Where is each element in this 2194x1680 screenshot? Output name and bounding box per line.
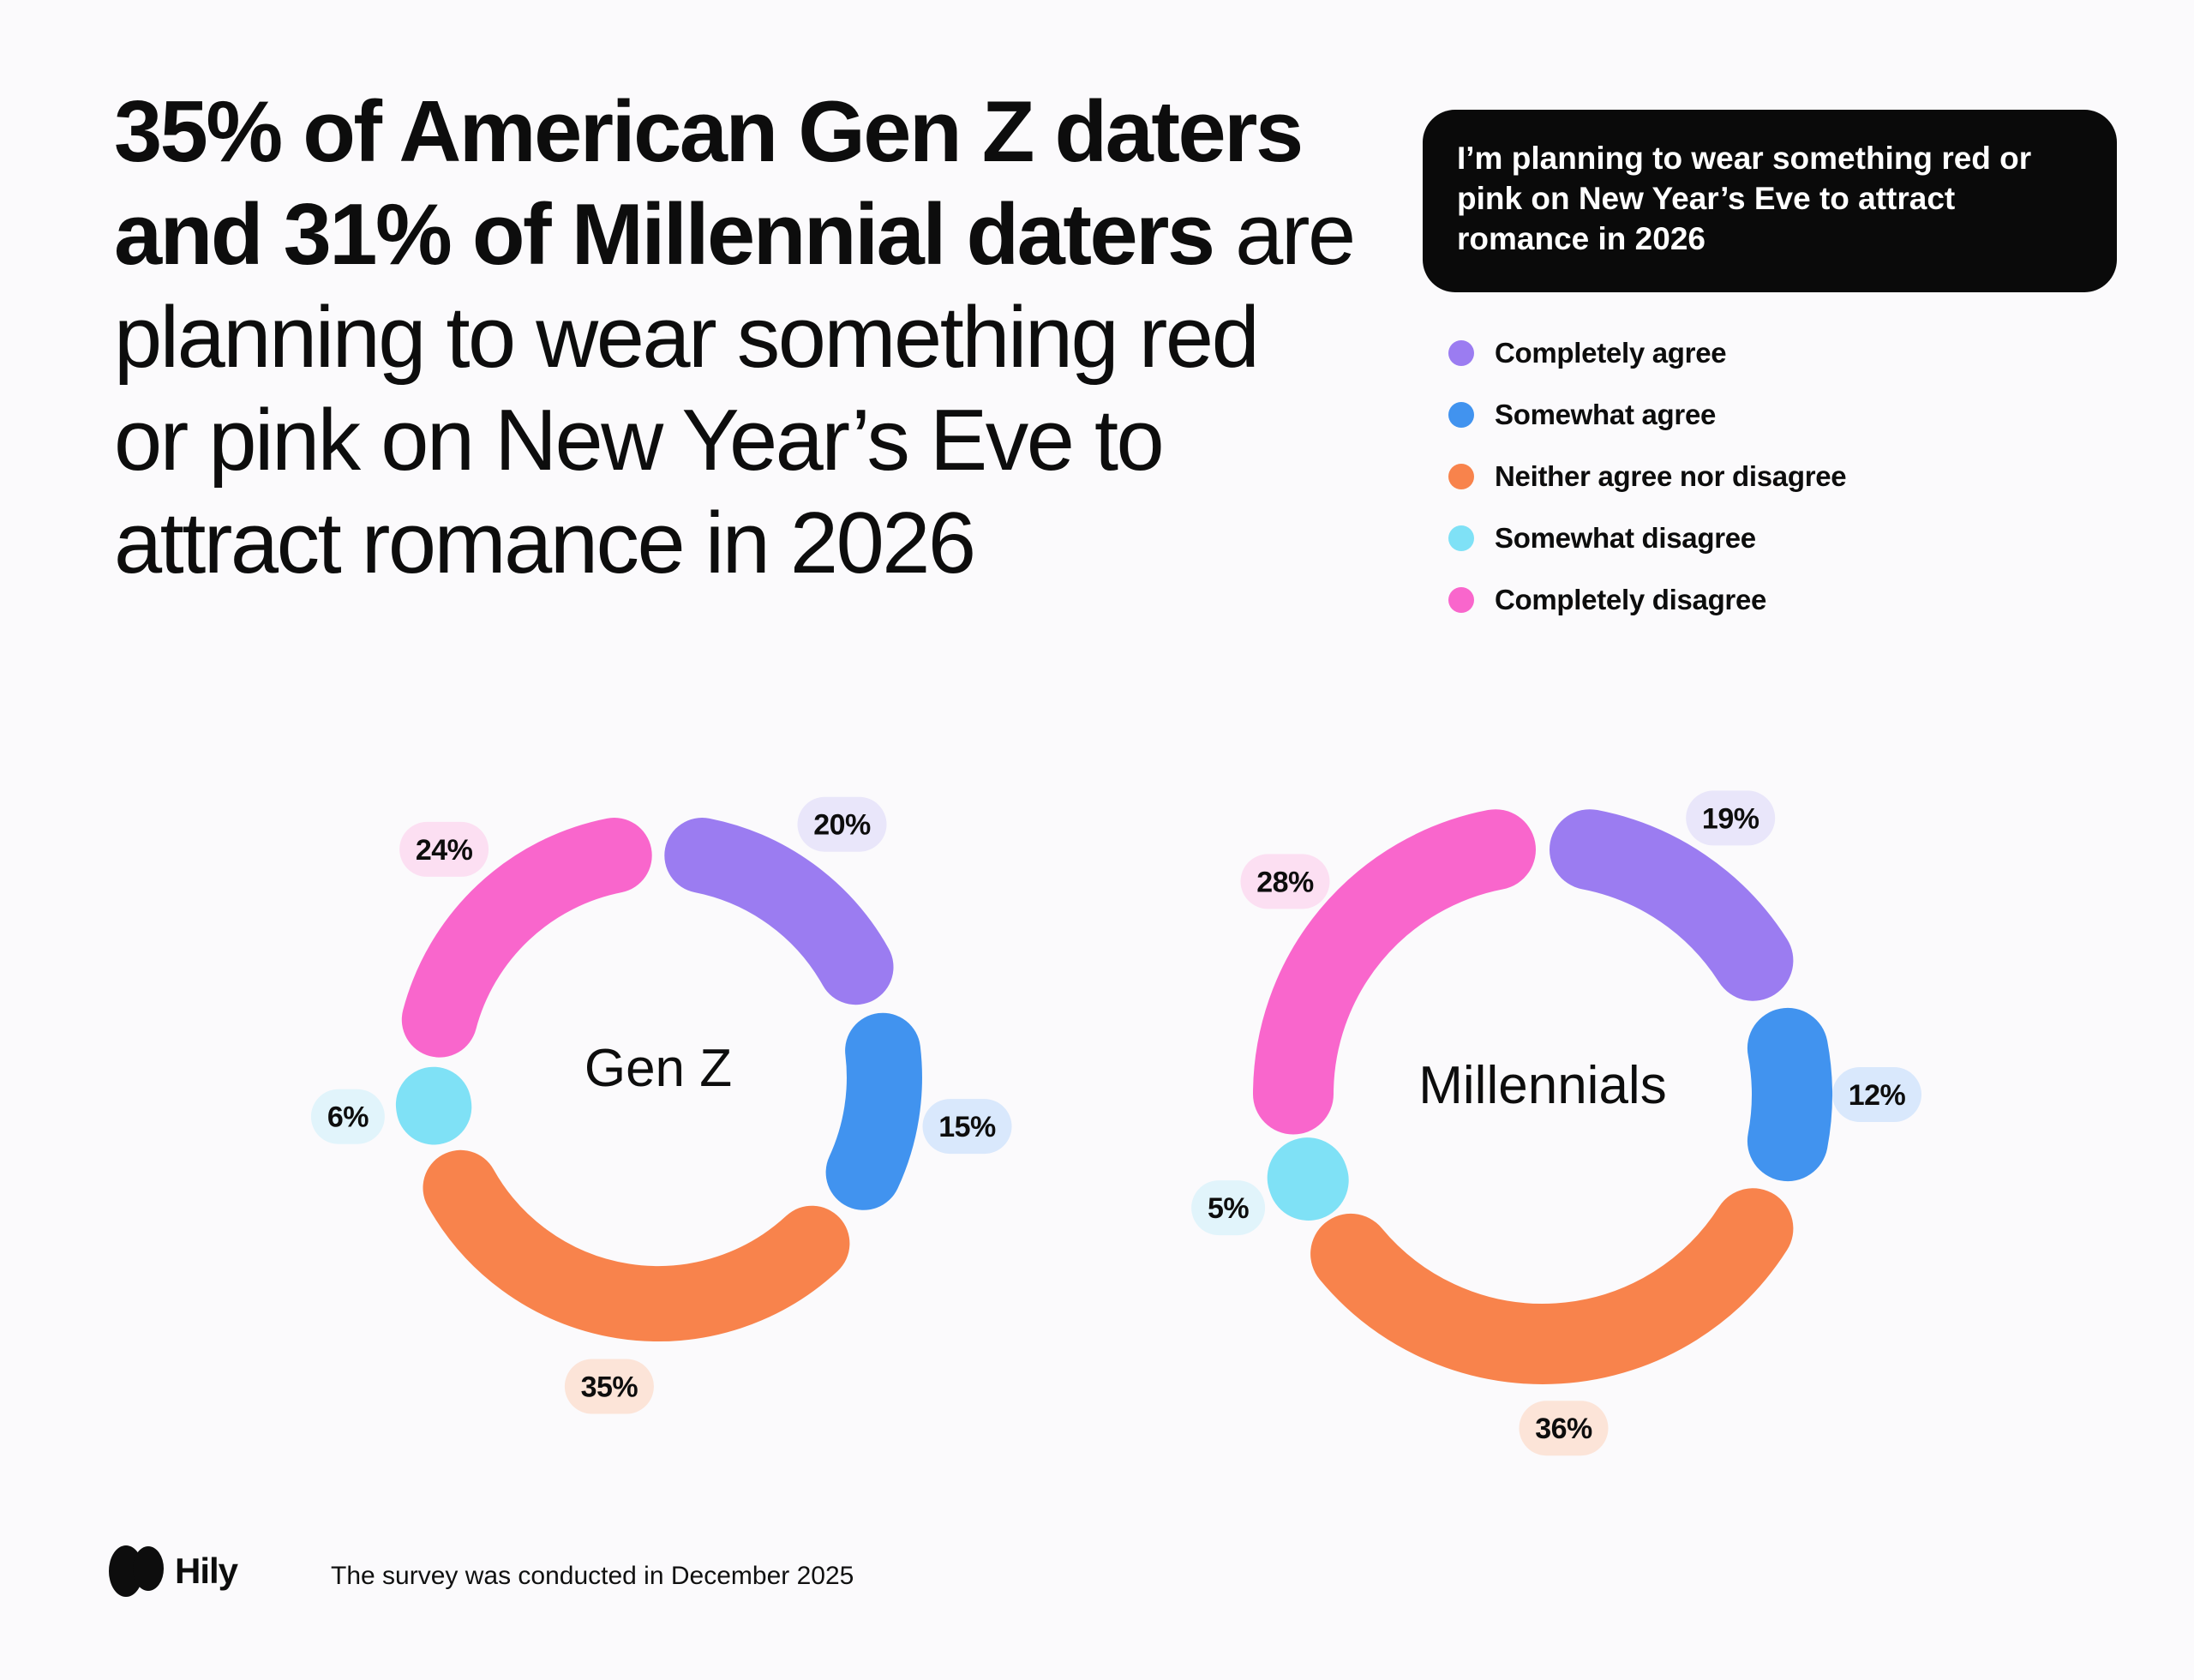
- donut-segment-gen-z-1: [825, 1012, 922, 1210]
- hily-logo-icon: [109, 1545, 164, 1597]
- headline-regular-text: are: [1213, 187, 1356, 283]
- donut-badge-value-millennials-4: 28%: [1256, 866, 1314, 898]
- donut-segment-millennials-4: [1253, 809, 1536, 1135]
- donut-chart-gen-z-svg: 20% 15% 35% 6% 24% Gen Z: [310, 796, 1012, 1414]
- donut-segment-millennials-0: [1550, 809, 1794, 1001]
- donut-badge-gen-z-1: 15%: [922, 1099, 1012, 1155]
- legend-dot-completely-disagree-icon: [1448, 587, 1474, 613]
- donut-badge-pill-gen-z-4: [399, 821, 489, 877]
- donut-badge-pill-gen-z-0: [797, 796, 887, 852]
- donut-badge-value-millennials-3: 5%: [1208, 1192, 1249, 1225]
- donut-badge-value-gen-z-2: 35%: [581, 1371, 638, 1404]
- legend-label: Completely disagree: [1495, 584, 1767, 615]
- donut-badge-gen-z-4: 24%: [399, 821, 489, 877]
- donut-badge-millennials-4: 28%: [1240, 854, 1330, 909]
- donut-badge-value-millennials-2: 36%: [1535, 1413, 1592, 1445]
- legend-label: Somewhat agree: [1495, 399, 1717, 430]
- donut-chart-gen-z: 20% 15% 35% 6% 24% Gen Z: [298, 717, 1018, 1437]
- donut-badge-pill-gen-z-3: [310, 1089, 385, 1144]
- donut-badge-millennials-2: 36%: [1519, 1401, 1609, 1456]
- legend-label: Neither agree nor disagree: [1495, 460, 1847, 492]
- donut-badge-value-gen-z-4: 24%: [416, 834, 473, 867]
- donut-segment-gen-z-0: [664, 818, 894, 1005]
- donut-badge-pill-millennials-3: [1191, 1180, 1266, 1236]
- donut-segment-millennials-1: [1747, 1007, 1832, 1182]
- donut-badge-millennials-3: 5%: [1191, 1180, 1266, 1236]
- legend-item-somewhat-disagree: Somewhat disagree: [1448, 519, 1846, 557]
- donut-badge-gen-z-0: 20%: [797, 796, 887, 852]
- question-box: I’m planning to wear something red or pi…: [1423, 110, 2117, 292]
- donut-badge-millennials-1: 12%: [1832, 1067, 1921, 1122]
- legend-dot-completely-agree-icon: [1448, 340, 1474, 366]
- headline-regular-text: planning to wear something red: [114, 290, 1260, 386]
- legend-item-completely-agree: Completely agree: [1448, 334, 1846, 372]
- question-box-text: pink on New Year’s Eve to attract: [1457, 181, 1956, 216]
- question-box-text: I’m planning to wear something red or: [1457, 141, 2032, 176]
- donut-badge-value-gen-z-3: 6%: [327, 1101, 369, 1134]
- headline-bold-text: 35% of American Gen Z daters: [114, 84, 1304, 180]
- donut-badge-pill-millennials-0: [1686, 790, 1776, 846]
- headline-bold-text: and 31% of Millennial daters: [114, 187, 1215, 283]
- donut-segment-gen-z-2: [423, 1149, 850, 1342]
- donut-badge-gen-z-3: 6%: [310, 1089, 385, 1144]
- donut-segment-millennials-2: [1310, 1188, 1794, 1384]
- headline-line: and 31% of Millennial daters are: [114, 183, 1356, 286]
- donut-segment-gen-z-4: [401, 818, 652, 1058]
- question-box-text: romance in 2026: [1457, 221, 1705, 256]
- brand-logo: Hily: [108, 1545, 238, 1598]
- donut-badge-pill-millennials-1: [1832, 1067, 1921, 1122]
- donut-badge-value-millennials-0: 19%: [1702, 802, 1759, 835]
- brand-name: Hily: [175, 1551, 238, 1591]
- legend-dot-somewhat-agree-icon: [1448, 402, 1474, 428]
- legend-item-somewhat-agree: Somewhat agree: [1448, 396, 1846, 434]
- legend-item-neither-agree-nor-disagree: Neither agree nor disagree: [1448, 458, 1847, 495]
- donut-badge-pill-millennials-4: [1240, 854, 1330, 909]
- donut-badge-value-gen-z-1: 15%: [938, 1111, 996, 1143]
- donut-badge-value-gen-z-0: 20%: [813, 809, 871, 842]
- legend-dot-neither-icon: [1448, 464, 1474, 489]
- headline-line: 35% of American Gen Z daters: [114, 81, 1354, 183]
- donut-center-label-gen-z: Gen Z: [584, 1039, 732, 1098]
- donut-badge-value-millennials-1: 12%: [1849, 1079, 1906, 1112]
- donut-badge-pill-gen-z-2: [564, 1359, 654, 1414]
- legend-label: Completely agree: [1495, 337, 1727, 369]
- legend: Completely agree Somewhat agree Neither …: [1448, 334, 1847, 643]
- donut-badge-gen-z-2: 35%: [564, 1359, 654, 1414]
- donut-segment-millennials-3: [1267, 1137, 1349, 1221]
- legend-item-completely-disagree: Completely disagree: [1448, 581, 1846, 619]
- donut-chart-millennials-svg: 19% 12% 36% 5% 28% Millennials: [1191, 790, 1921, 1456]
- headline-line: or pink on New Year’s Eve to: [114, 389, 1354, 492]
- legend-label: Somewhat disagree: [1495, 522, 1756, 554]
- headline: 35% of American Gen Z daters and 31% of …: [114, 81, 1356, 595]
- donut-center-label-millennials: Millennials: [1418, 1056, 1666, 1115]
- headline-line: planning to wear something red: [114, 286, 1354, 389]
- donut-badge-pill-gen-z-1: [922, 1099, 1012, 1155]
- donut-chart-millennials: 19% 12% 36% 5% 28% Millennials: [1183, 735, 1921, 1456]
- legend-dot-somewhat-disagree-icon: [1448, 525, 1474, 551]
- headline-line: attract romance in 2026: [114, 492, 1354, 595]
- donut-badge-pill-millennials-2: [1519, 1401, 1609, 1456]
- donut-badge-millennials-0: 19%: [1686, 790, 1776, 846]
- headline-regular-text: or pink on New Year’s Eve to: [114, 393, 1165, 489]
- headline-regular-text: attract romance in 2026: [114, 495, 976, 591]
- survey-note: The survey was conducted in December 202…: [331, 1562, 854, 1590]
